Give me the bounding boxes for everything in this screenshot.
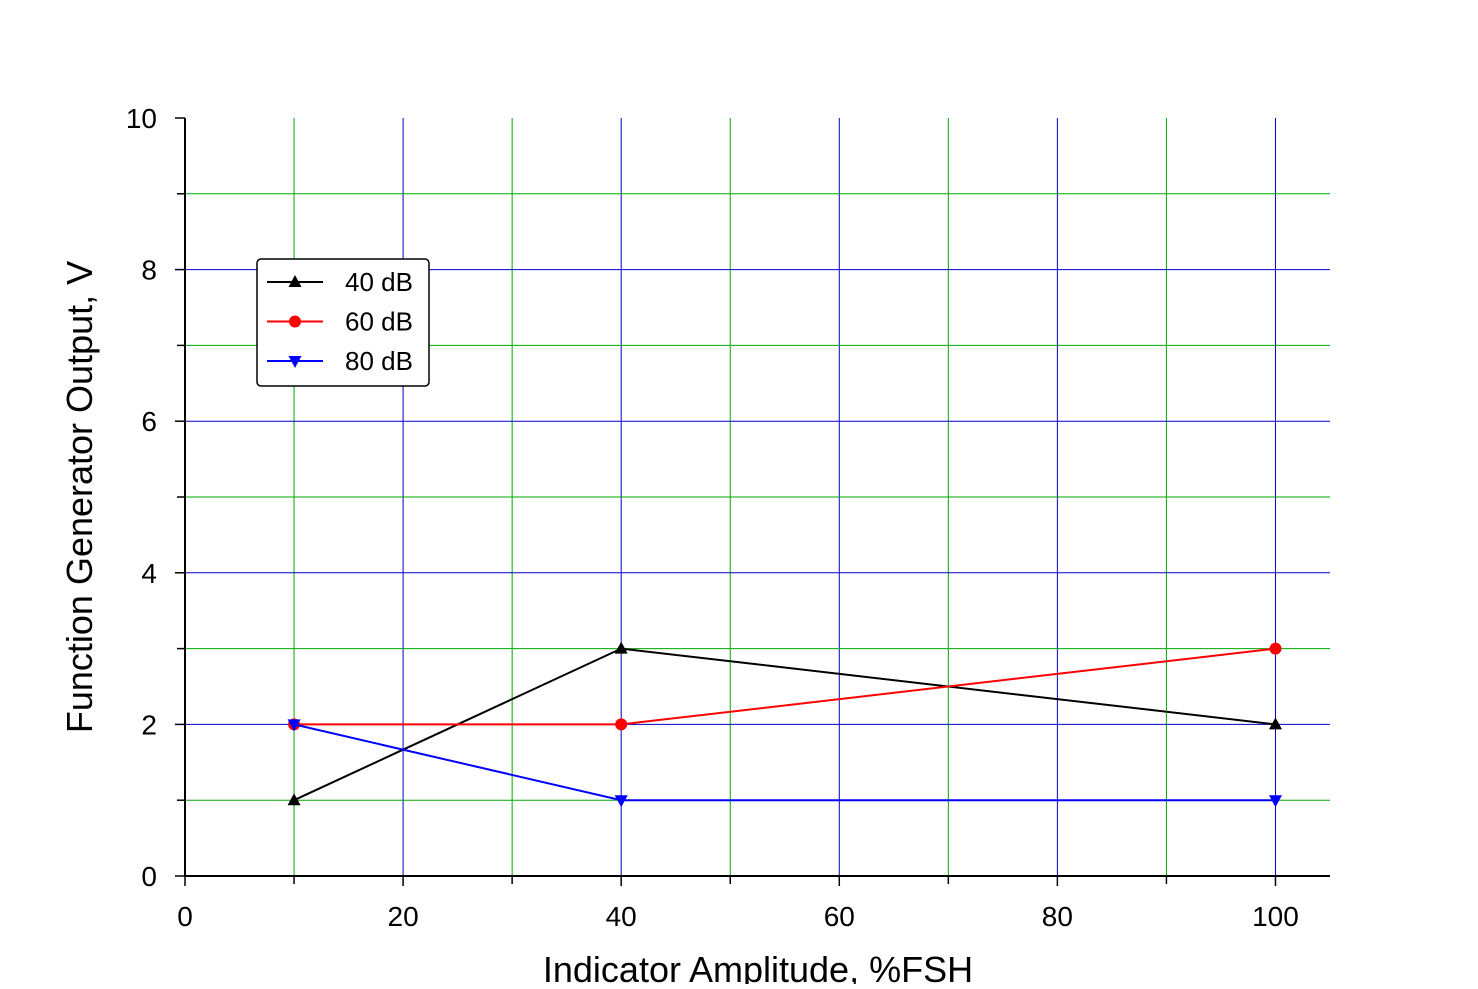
legend-marker-80-db bbox=[288, 356, 302, 368]
y-tick-label: 6 bbox=[141, 406, 157, 437]
y-tick-label: 10 bbox=[126, 103, 157, 134]
legend-label-40-db: 40 dB bbox=[345, 267, 413, 297]
data-point-60-db bbox=[1269, 642, 1282, 655]
axes: 0 20 40 60 80 100 0 2 4 6 8 10 bbox=[126, 103, 1330, 932]
y-axis-title: Function Generator Output, V bbox=[59, 261, 100, 733]
x-tick-label: 40 bbox=[606, 901, 637, 932]
data-point-40-db bbox=[287, 793, 301, 806]
grid bbox=[185, 118, 1330, 876]
x-axis-title: Indicator Amplitude, %FSH bbox=[543, 949, 973, 984]
legend-marker-60-db bbox=[289, 315, 301, 328]
legend-item-60-db: 60 dB bbox=[267, 307, 413, 337]
data-point-40-db bbox=[614, 641, 628, 654]
legend-item-80-db: 80 dB bbox=[267, 346, 413, 376]
x-tick-label: 0 bbox=[177, 901, 193, 932]
x-tick-label: 60 bbox=[824, 901, 855, 932]
x-tick-label: 80 bbox=[1042, 901, 1073, 932]
legend-label-60-db: 60 dB bbox=[345, 307, 413, 337]
series-line-80-db bbox=[293, 723, 1276, 802]
legend-label-80-db: 80 dB bbox=[345, 346, 413, 376]
data-point-80-db bbox=[614, 795, 628, 808]
legend: 40 dB 60 dB 80 dB bbox=[256, 258, 430, 387]
legend-item-40-db: 40 dB bbox=[267, 267, 413, 297]
series-80-db bbox=[287, 719, 1282, 808]
x-tick-label: 100 bbox=[1252, 901, 1299, 932]
data-point-60-db bbox=[615, 718, 628, 731]
series-line-60-db bbox=[294, 647, 1276, 726]
y-tick-label: 8 bbox=[141, 255, 157, 286]
legend-box bbox=[256, 258, 430, 387]
y-tick-label: 4 bbox=[141, 558, 157, 589]
series bbox=[287, 641, 1282, 808]
y-tick-label: 2 bbox=[141, 709, 157, 740]
legend-marker-40-db bbox=[288, 275, 302, 287]
data-point-80-db bbox=[287, 719, 301, 732]
series-60-db bbox=[288, 642, 1282, 731]
y-tick-label: 0 bbox=[141, 861, 157, 892]
x-tick-label: 20 bbox=[388, 901, 419, 932]
data-point-80-db bbox=[1268, 795, 1282, 808]
data-point-40-db bbox=[1268, 717, 1282, 730]
